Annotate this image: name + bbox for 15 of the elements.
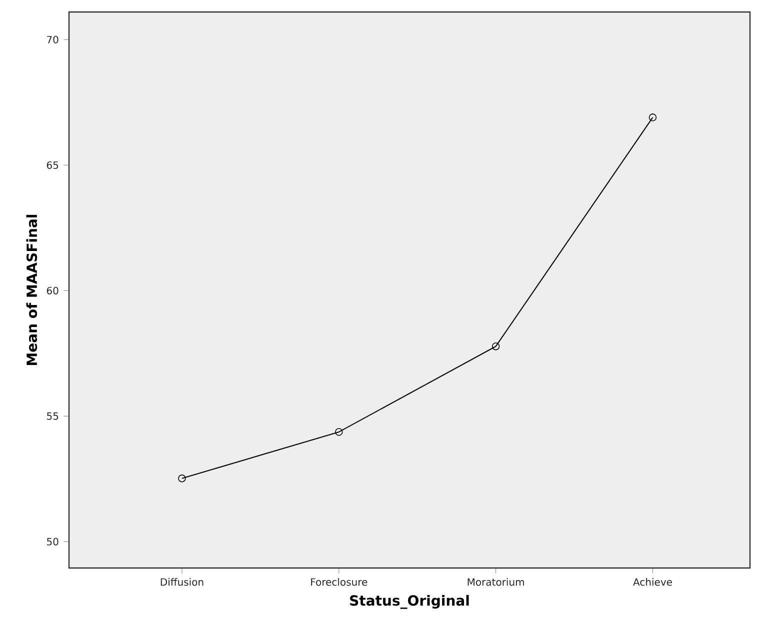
point	[648, 114, 657, 122]
x-tick-label: Moratorium	[468, 578, 524, 586]
y-tick-label: 50	[47, 538, 58, 546]
x-tick-label: Achieve	[633, 578, 672, 586]
y-tick-label: 70	[47, 36, 58, 44]
x-tick-label: Foreclosure	[311, 578, 368, 586]
y-tick-label: 55	[47, 412, 58, 420]
x-tick-label: Diffusion	[160, 578, 204, 586]
y-axis-title: Mean of MAASFinal	[26, 214, 38, 366]
y-tick-label: 60	[46, 286, 58, 294]
point	[492, 342, 500, 350]
point	[335, 428, 343, 436]
x-axis-title: Status_Original	[350, 594, 469, 609]
point	[178, 474, 186, 482]
y-tick-label: 65	[46, 161, 58, 169]
